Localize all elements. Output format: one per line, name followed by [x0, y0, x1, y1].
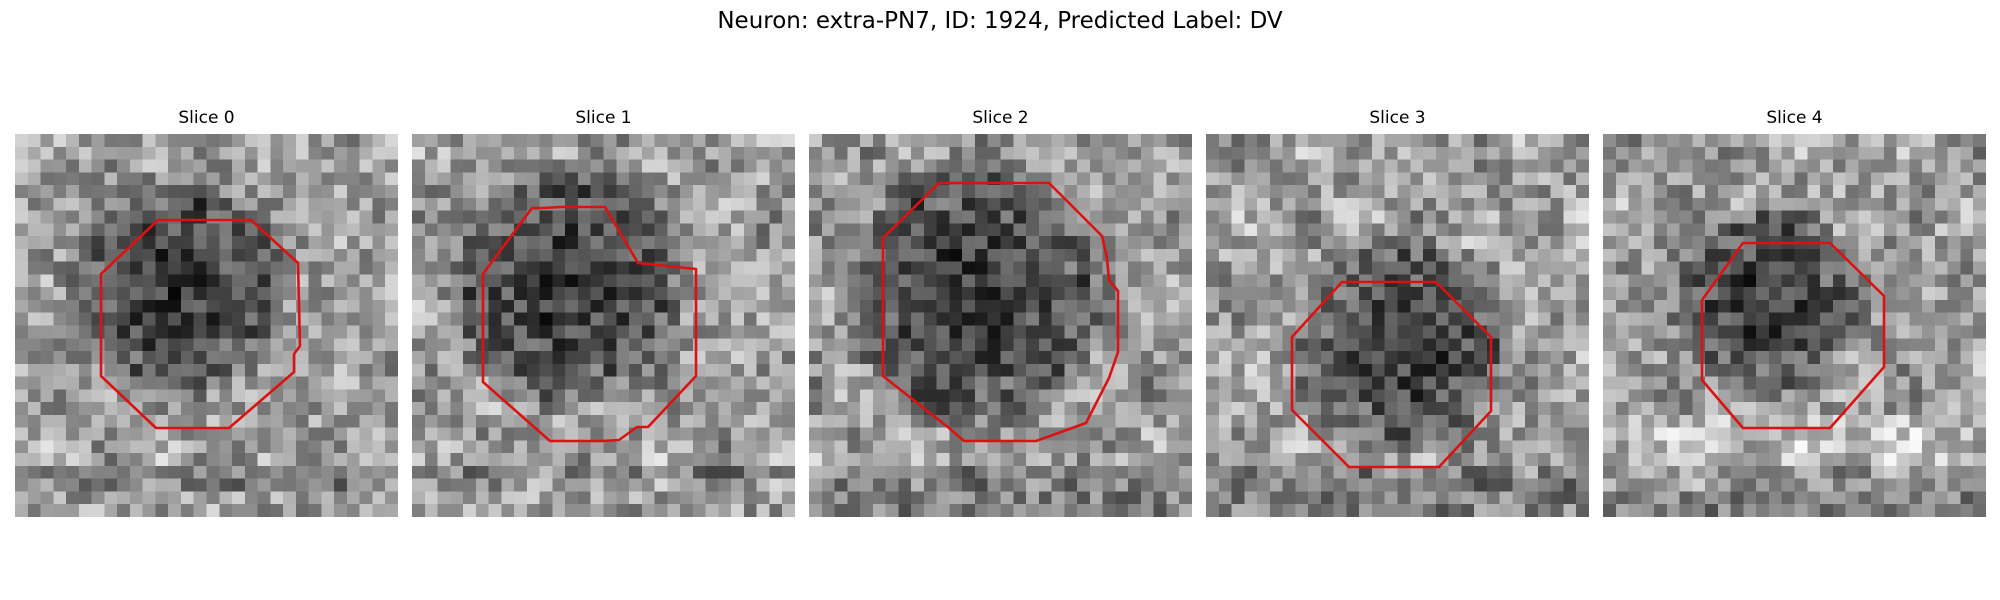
grayscale-pixel-image: [412, 134, 795, 517]
neuron-contour: [1290, 280, 1493, 469]
neuron-contour: [481, 205, 698, 443]
slice-title: Slice 4: [1766, 108, 1823, 128]
slice-image: [1206, 134, 1589, 517]
slice-image: [809, 134, 1192, 517]
slice-image: [1603, 134, 1986, 517]
slice-title: Slice 0: [178, 108, 235, 128]
slice-title: Slice 2: [972, 108, 1029, 128]
neuron-contour: [1700, 241, 1886, 430]
slice-image: [412, 134, 795, 517]
grayscale-pixel-image: [1603, 134, 1986, 517]
grayscale-pixel-image: [809, 134, 1192, 517]
neuron-contour: [881, 181, 1120, 443]
slice-image: [15, 134, 398, 517]
grayscale-pixel-image: [15, 134, 398, 517]
slice-title: Slice 3: [1369, 108, 1426, 128]
neuron-contour: [99, 218, 302, 430]
grayscale-pixel-image: [1206, 134, 1589, 517]
figure-title: Neuron: extra-PN7, ID: 1924, Predicted L…: [717, 8, 1283, 34]
slice-title: Slice 1: [575, 108, 632, 128]
